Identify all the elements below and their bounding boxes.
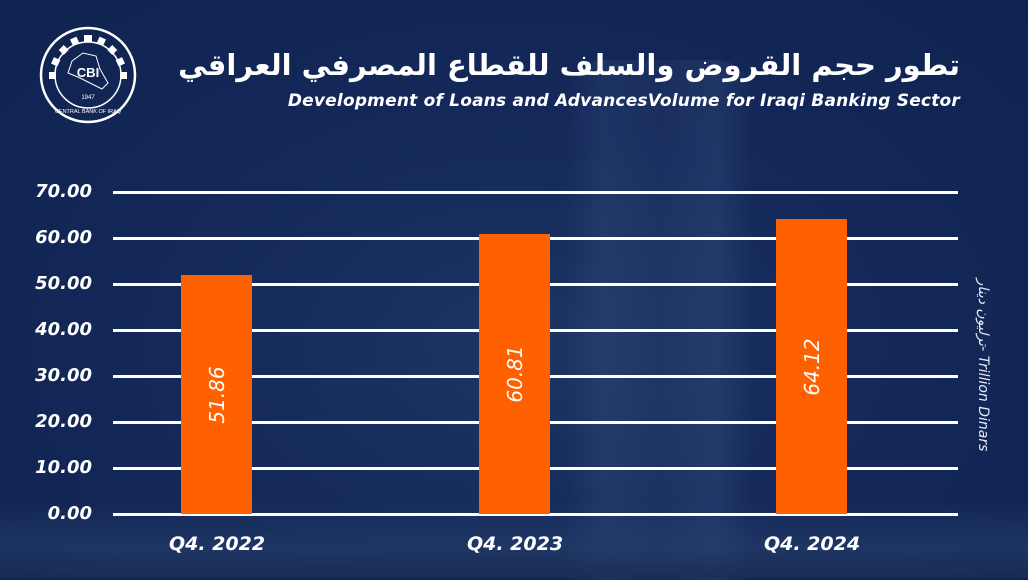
y-tick-label: 30.00 <box>35 365 92 386</box>
x-axis-baseline <box>113 513 958 516</box>
bar-q4-2023[interactable]: 60.81 <box>479 234 550 514</box>
gridline <box>113 191 958 194</box>
chart-title-arabic: تطور حجم القروض والسلف للقطاع المصرفي ال… <box>178 48 960 82</box>
bar-q4-2024[interactable]: 64.12 <box>776 219 847 514</box>
chart-title-english: Development of Loans and AdvancesVolume … <box>287 91 960 111</box>
x-tick-label: Q4. 2022 <box>168 533 266 555</box>
cbi-logo: CBI 1947 CENTRAL BANK OF IRAQ <box>38 25 138 125</box>
y-tick-label: 50.00 <box>35 273 92 294</box>
y-tick-label: 20.00 <box>35 411 92 432</box>
x-tick-label: Q4. 2024 <box>763 533 861 555</box>
bar-value-label: 60.81 <box>502 345 527 403</box>
y-axis-title-text: ترليون دينار- Trillion Dinars <box>975 278 991 452</box>
y-tick-label: 40.00 <box>35 319 92 340</box>
svg-text:1947: 1947 <box>81 95 95 101</box>
bar-value-label: 64.12 <box>799 337 824 396</box>
plot-area: 51.86 60.81 64.12 <box>113 191 958 516</box>
svg-text:CBI: CBI <box>77 65 99 80</box>
svg-text:CENTRAL BANK OF IRAQ: CENTRAL BANK OF IRAQ <box>55 109 122 115</box>
y-axis-title: ترليون دينار- Trillion Dinars <box>968 270 998 460</box>
bar-q4-2022[interactable]: 51.86 <box>181 275 252 514</box>
y-tick-label: 60.00 <box>35 227 92 248</box>
y-tick-label: 0.00 <box>47 503 92 524</box>
bar-value-label: 51.86 <box>204 366 229 424</box>
background-tower-image <box>565 60 755 580</box>
y-tick-label: 70.00 <box>35 181 92 202</box>
x-tick-label: Q4. 2023 <box>466 533 564 555</box>
y-tick-label: 10.00 <box>35 457 92 478</box>
